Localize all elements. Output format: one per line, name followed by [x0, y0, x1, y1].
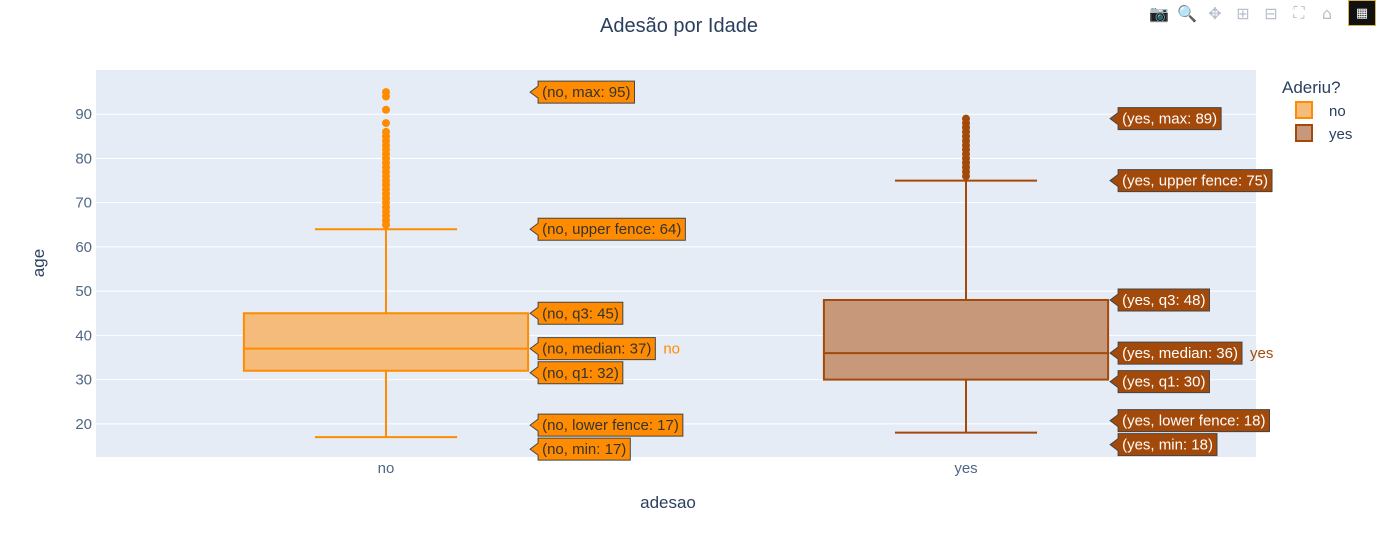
hover-label-box — [529, 337, 656, 361]
y-tick-label: 90 — [75, 106, 92, 123]
hover-label-text: (yes, q1: 30) — [1122, 374, 1205, 391]
y-axis-label: age — [29, 249, 48, 277]
hover-label-text: (no, q1: 32) — [542, 365, 619, 382]
hover-label: (no, upper fence: 64) — [529, 217, 686, 241]
chart-title: Adesão por Idade — [600, 15, 758, 37]
hover-label-box — [1109, 370, 1210, 394]
y-tick-label: 50 — [75, 283, 92, 300]
outlier-point[interactable] — [382, 119, 390, 128]
x-axis-ticks: no yes — [378, 460, 978, 477]
hover-label-text: (no, min: 17) — [542, 441, 626, 458]
legend[interactable]: Aderiu? no yes — [1282, 78, 1352, 143]
y-tick-label: 60 — [75, 239, 92, 256]
hover-label: (no, max: 95) — [529, 80, 635, 104]
plotly-logo-icon[interactable]: ▦ — [1348, 0, 1376, 26]
x-axis-label: adesao — [640, 493, 696, 512]
hover-label-box — [1109, 107, 1222, 131]
hover-labels: (no, max: 95) (no, upper fence: 64) (no, q… — [529, 80, 1273, 461]
x-tick-label: no — [378, 460, 395, 477]
hover-label-text: (no, median: 37) — [542, 341, 651, 358]
legend-label: yes — [1329, 126, 1352, 143]
y-axis-ticks: 20 30 40 50 60 70 80 90 — [75, 106, 92, 433]
hover-label-text: (no, max: 95) — [542, 84, 630, 101]
outlier-point[interactable] — [382, 127, 390, 136]
hover-label-text: (yes, lower fence: 18) — [1122, 413, 1265, 430]
hover-label: (yes, q1: 30) — [1109, 370, 1210, 394]
hover-label-box — [1109, 433, 1218, 457]
legend-label: no — [1329, 103, 1346, 120]
modebar: 📷 🔍 ✥ ⊞ ⊟ ⛶ ⌂ ▦ — [1148, 0, 1376, 26]
box-traces — [242, 88, 1110, 439]
hover-label: (yes, q3: 48) — [1109, 288, 1210, 312]
box-yes[interactable] — [822, 114, 1110, 434]
hover-label: (yes, median: 36) — [1109, 341, 1243, 365]
hover-label-box — [529, 413, 684, 437]
hover-label: (no, min: 17) — [529, 437, 631, 461]
hover-label-text: (yes, q3: 48) — [1122, 292, 1205, 309]
hover-label: (no, q3: 45) — [529, 301, 624, 325]
zoom-out-icon[interactable]: ⊟ — [1264, 3, 1278, 23]
hover-label-text: (yes, upper fence: 75) — [1122, 173, 1268, 190]
y-tick-label: 40 — [75, 327, 92, 344]
camera-icon[interactable]: 📷 — [1149, 3, 1169, 23]
hover-label-box — [1109, 409, 1271, 433]
x-tick-label: yes — [954, 460, 977, 477]
y-tick-label: 70 — [75, 195, 92, 212]
hover-label-box — [1109, 288, 1210, 312]
legend-item-no[interactable]: no — [1295, 101, 1346, 120]
hover-label-box — [1109, 341, 1243, 365]
plot-area[interactable] — [96, 70, 1256, 457]
hover-label: (yes, lower fence: 18) — [1109, 409, 1271, 433]
y-tick-label: 20 — [75, 416, 92, 433]
legend-item-yes[interactable]: yes — [1295, 124, 1352, 143]
hover-label-text: (yes, max: 89) — [1122, 111, 1217, 128]
outlier-point[interactable] — [962, 114, 970, 123]
box-iqr[interactable] — [822, 298, 1110, 381]
hover-label: (no, q1: 32) — [529, 361, 624, 385]
y-tick-label: 80 — [75, 150, 92, 167]
hover-label-text: (no, q3: 45) — [542, 305, 619, 322]
pan-icon[interactable]: ✥ — [1208, 3, 1222, 23]
outlier-point[interactable] — [382, 88, 390, 97]
hover-label-box — [1109, 169, 1273, 193]
autoscale-icon[interactable]: ⛶ — [1293, 3, 1305, 22]
hover-label-text: (no, upper fence: 64) — [542, 221, 681, 238]
hover-label: (yes, max: 89) — [1109, 107, 1222, 131]
box-no[interactable] — [242, 88, 530, 439]
hover-label: (yes, min: 18) — [1109, 433, 1218, 457]
zoom-icon[interactable]: 🔍 — [1177, 3, 1197, 23]
home-icon[interactable]: ⌂ — [1321, 3, 1333, 23]
hover-label-box — [529, 437, 631, 461]
hover-label-box — [529, 361, 624, 385]
hover-label-box — [529, 80, 635, 104]
hover-label-text: (yes, min: 18) — [1122, 437, 1213, 454]
hover-label-text: (no, lower fence: 17) — [542, 417, 679, 434]
hover-label-text: (yes, median: 36) — [1122, 345, 1238, 362]
hover-label: (yes, upper fence: 75) — [1109, 169, 1273, 193]
trace-name-label: no — [663, 341, 680, 358]
hover-label-box — [529, 301, 624, 325]
outlier-point[interactable] — [382, 105, 390, 114]
zoom-in-icon[interactable]: ⊞ — [1236, 3, 1250, 23]
legend-title: Aderiu? — [1282, 78, 1341, 97]
trace-name-label: yes — [1250, 345, 1273, 362]
box-iqr[interactable] — [242, 312, 530, 372]
hover-label-box — [529, 217, 686, 241]
hover-label: (no, lower fence: 17) — [529, 413, 684, 437]
legend-swatch — [1295, 124, 1313, 142]
y-tick-label: 30 — [75, 372, 92, 389]
legend-swatch — [1295, 101, 1313, 119]
hover-label: (no, median: 37) — [529, 337, 656, 361]
